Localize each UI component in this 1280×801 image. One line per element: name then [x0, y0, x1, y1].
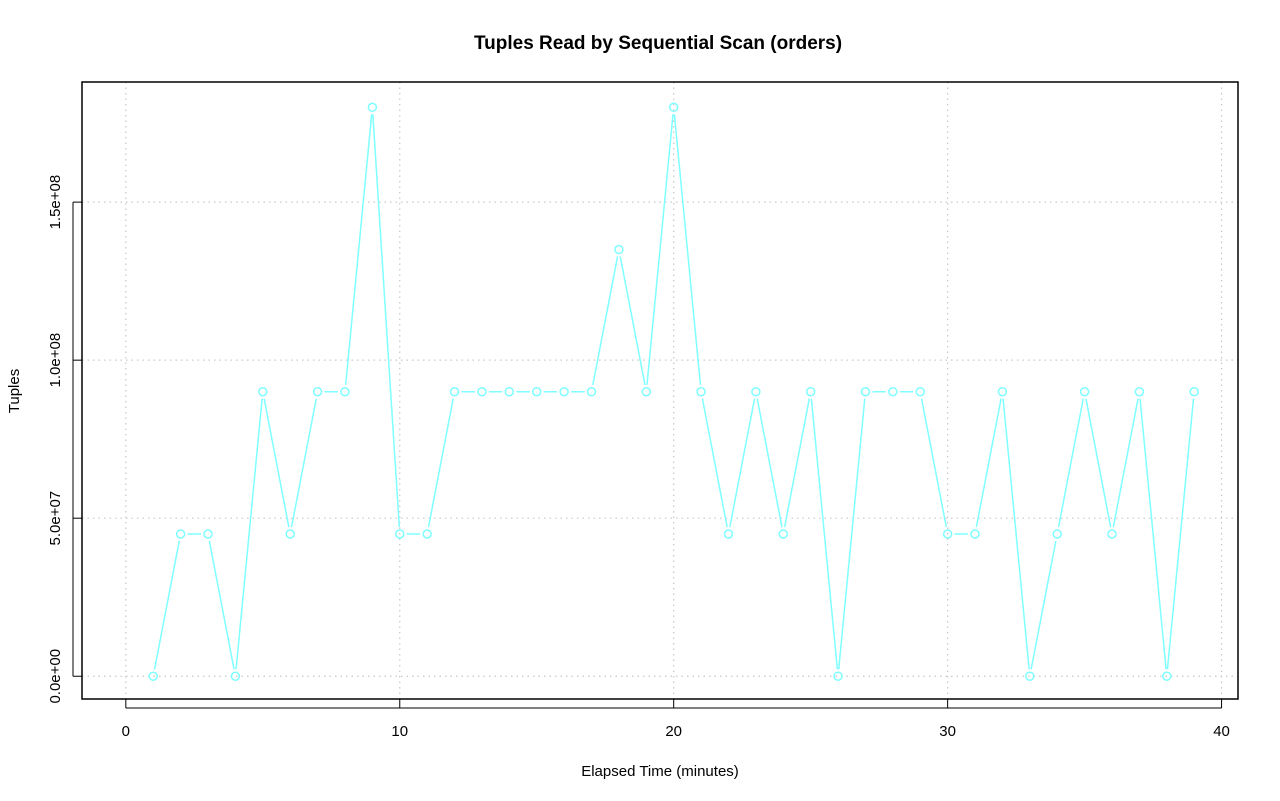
y-tick-label: 5.0e+07 — [47, 491, 64, 546]
data-point — [723, 529, 734, 539]
series-segment — [1057, 398, 1085, 528]
data-point — [1079, 387, 1090, 397]
data-point — [751, 387, 761, 397]
data-series — [148, 102, 1199, 681]
data-point — [641, 387, 652, 397]
data-point — [422, 529, 432, 539]
series-segment — [290, 398, 317, 528]
y-axis: 0.0e+00 5.0e+07 1.0e+08 1.5e+08 — [47, 175, 82, 704]
chart-title: Tuples Read by Sequential Scan (orders) — [474, 33, 842, 54]
series-segment — [1085, 398, 1112, 528]
series-segment — [729, 398, 756, 528]
series-segment — [153, 540, 181, 670]
data-point — [1134, 387, 1145, 397]
series-segment — [1002, 398, 1030, 670]
x-axis: 0 10 20 30 40 — [122, 699, 1230, 740]
series-segment — [619, 256, 646, 386]
x-tick-label: 40 — [1213, 723, 1230, 740]
series-segment — [646, 114, 674, 385]
data-point — [531, 387, 542, 397]
data-point — [860, 387, 871, 397]
data-point — [340, 387, 350, 397]
y-tick-label: 1.5e+08 — [47, 175, 64, 230]
series-segment — [1139, 398, 1167, 670]
series-segment — [372, 114, 401, 528]
series-segment — [1166, 398, 1195, 670]
data-point — [203, 529, 213, 539]
data-point — [285, 529, 295, 539]
data-point — [888, 387, 898, 397]
x-tick-label: 30 — [939, 723, 956, 740]
data-point — [915, 387, 925, 397]
series-segment — [975, 398, 1002, 528]
x-tick-label: 10 — [391, 723, 408, 740]
data-point — [175, 529, 186, 539]
series-segment — [1112, 398, 1139, 528]
data-point — [833, 671, 843, 681]
series-segment — [756, 398, 783, 528]
series-segment — [837, 398, 866, 670]
data-point — [1025, 671, 1035, 681]
data-point — [559, 387, 569, 397]
data-point — [997, 387, 1008, 397]
data-point — [942, 529, 953, 539]
data-point — [1162, 671, 1172, 681]
series-segment — [920, 398, 948, 528]
data-point — [504, 387, 515, 397]
data-point — [367, 102, 378, 113]
data-point — [778, 529, 789, 539]
data-point — [148, 671, 158, 681]
data-point — [970, 529, 980, 539]
series-segment — [783, 398, 811, 528]
series-segment — [263, 398, 290, 528]
series-segment — [673, 114, 702, 385]
data-point — [1107, 529, 1117, 539]
data-point — [668, 102, 679, 113]
data-point — [258, 387, 268, 397]
data-point — [696, 387, 706, 397]
x-axis-label: Elapsed Time (minutes) — [581, 763, 739, 780]
data-point — [1189, 387, 1199, 397]
series-segment — [344, 114, 373, 385]
x-tick-label: 20 — [665, 723, 682, 740]
plot-frame — [81, 81, 1239, 700]
data-point — [230, 671, 241, 681]
series-segment — [701, 398, 728, 528]
data-point — [586, 387, 597, 397]
x-tick-label: 0 — [122, 723, 130, 740]
series-segment — [1030, 540, 1057, 670]
series-segment — [427, 398, 454, 528]
y-tick-label: 1.0e+08 — [47, 333, 64, 388]
series-segment — [810, 398, 839, 670]
data-point — [395, 529, 405, 539]
series-segment — [592, 256, 619, 386]
y-axis-label: Tuples — [6, 369, 23, 413]
data-point — [1052, 529, 1062, 539]
y-tick-label: 0.0e+00 — [47, 649, 64, 704]
series-segment — [208, 540, 235, 670]
data-point — [477, 387, 487, 397]
data-point — [614, 244, 624, 255]
series-segment — [235, 398, 263, 670]
data-point — [449, 387, 460, 397]
grid — [82, 82, 1238, 699]
data-point — [805, 387, 816, 397]
data-point — [312, 387, 323, 397]
